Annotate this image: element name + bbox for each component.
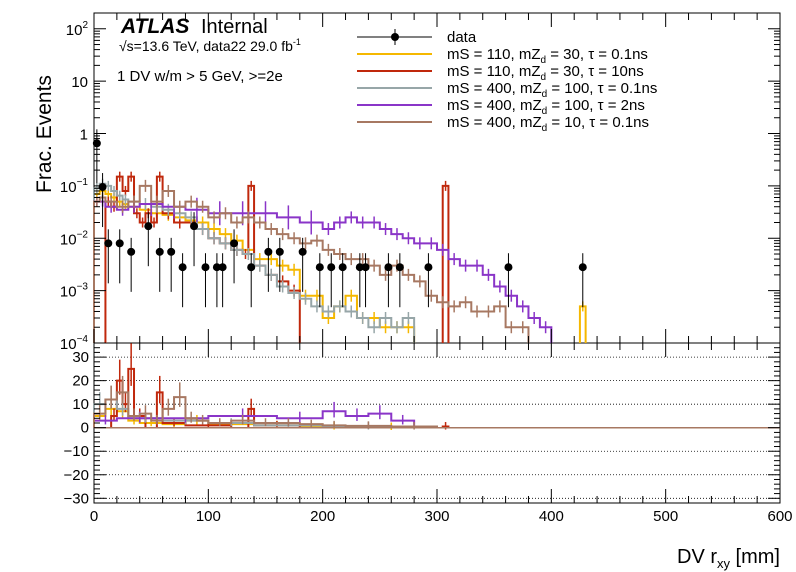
experiment-label: ATLAS xyxy=(120,15,189,38)
data-point xyxy=(178,253,187,308)
legend-entry: mS = 400, mZd = 100, τ = 2ns xyxy=(357,97,645,117)
ratio-tick-label: 30 xyxy=(72,349,89,366)
svg-text:mS = 110, mZd = 30, τ = 0.1ns: mS = 110, mZd = 30, τ = 0.1ns xyxy=(447,46,648,66)
data-point xyxy=(167,237,176,292)
data-point xyxy=(361,253,370,308)
data-point xyxy=(424,253,433,308)
x-axis: 0 100 200 300 400 500 600 xyxy=(90,13,793,525)
y-tick-label: 102 xyxy=(66,20,89,39)
data-point xyxy=(115,229,124,284)
status-label: Internal xyxy=(201,16,268,38)
ratio-series-5 xyxy=(93,375,438,430)
data-point xyxy=(338,253,347,308)
data-point xyxy=(327,253,336,308)
data-point xyxy=(212,253,221,308)
ratio-series-4-histogram xyxy=(93,410,416,428)
main-series-group xyxy=(93,171,587,343)
ratio-series-5-histogram xyxy=(93,391,438,428)
data-point xyxy=(315,253,324,308)
main-y-axis: 102 10 1 10−1 10−2 10−3 10−4 xyxy=(60,12,780,353)
legend-entry: mS = 110, mZd = 30, τ = 0.1ns xyxy=(357,46,648,66)
legend-entry: mS = 110, mZd = 30, τ = 10ns xyxy=(357,63,644,83)
data-point xyxy=(578,253,587,308)
ratio-series-group xyxy=(93,343,780,430)
data-point xyxy=(275,237,284,292)
svg-text:mS = 400, mZd = 100, τ = 0.1ns: mS = 400, mZd = 100, τ = 0.1ns xyxy=(447,80,657,100)
data-point xyxy=(127,237,136,292)
y-axis-title: Frac. Events xyxy=(33,75,56,193)
legend-entry: data xyxy=(357,29,477,46)
x-axis-title: DV rxy [mm] xyxy=(677,546,780,571)
y-tick-label: 10 xyxy=(71,74,88,91)
data-point xyxy=(155,237,164,292)
x-tick-label: 100 xyxy=(196,508,221,525)
ratio-tick-label: −10 xyxy=(64,443,89,460)
data-point xyxy=(218,253,227,308)
data-point xyxy=(190,212,199,267)
data-point xyxy=(384,253,393,308)
y-tick-label: 10−1 xyxy=(60,177,89,196)
x-tick-label: 500 xyxy=(653,508,678,525)
ratio-tick-label: −30 xyxy=(64,490,89,507)
data-point xyxy=(98,173,107,228)
data-point xyxy=(355,253,364,308)
x-tick-label: 400 xyxy=(539,508,564,525)
ratio-tick-label: 10 xyxy=(72,396,89,413)
series-5-histogram xyxy=(93,184,530,343)
svg-text:mS = 400, mZd = 10, τ = 0.1ns: mS = 400, mZd = 10, τ = 0.1ns xyxy=(447,114,649,134)
data-point xyxy=(504,253,513,308)
ratio-tick-label: −20 xyxy=(64,467,89,484)
ratio-tick-label: 0 xyxy=(81,420,89,437)
legend-entry: mS = 400, mZd = 10, τ = 0.1ns xyxy=(357,114,649,134)
ratio-series-4 xyxy=(93,401,416,428)
x-tick-label: 0 xyxy=(90,508,98,525)
y-tick-label: 1 xyxy=(80,127,88,144)
data-point xyxy=(264,237,273,292)
y-tick-label: 10−3 xyxy=(60,282,89,301)
energy-luminosity-label: √s=13.6 TeV, data22 29.0 fb-1 xyxy=(119,37,301,54)
x-tick-label: 600 xyxy=(767,508,792,525)
svg-text:mS = 400, mZd = 100, τ = 2ns: mS = 400, mZd = 100, τ = 2ns xyxy=(447,97,645,117)
x-tick-label: 300 xyxy=(424,508,449,525)
x-tick-label: 200 xyxy=(310,508,335,525)
ratio-tick-label: 20 xyxy=(72,373,89,390)
data-point xyxy=(230,229,239,284)
series-4 xyxy=(93,192,553,343)
selection-label: 1 DV w/m > 5 GeV, >=2e xyxy=(117,68,283,85)
data-point xyxy=(395,253,404,308)
data-point xyxy=(247,253,256,308)
svg-text:data: data xyxy=(447,29,477,46)
data-point xyxy=(298,237,307,292)
y-tick-label: 10−2 xyxy=(60,229,89,248)
data-point xyxy=(144,212,153,267)
y-tick-label: 10−4 xyxy=(60,334,89,353)
data-point xyxy=(104,229,113,284)
data-point xyxy=(201,253,210,308)
ratio-y-axis: 30 20 10 0 −10 −20 −30 xyxy=(64,347,780,507)
data-points-group xyxy=(92,129,587,308)
svg-text:mS = 110, mZd = 30, τ = 10ns: mS = 110, mZd = 30, τ = 10ns xyxy=(447,63,644,83)
series-5 xyxy=(93,179,530,343)
legend-entry: mS = 400, mZd = 100, τ = 0.1ns xyxy=(357,80,657,100)
